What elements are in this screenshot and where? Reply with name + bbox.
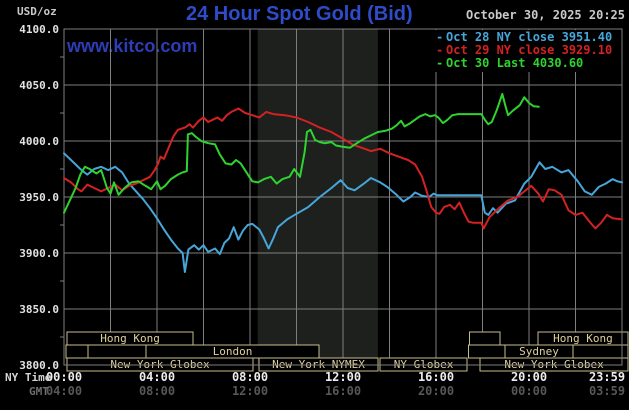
- legend-item-oct28: - Oct 28 NY close 3951.40: [436, 31, 612, 44]
- chart-legend: - Oct 28 NY close 3951.40 - Oct 29 NY clos…: [431, 30, 616, 72]
- session-box: [572, 344, 629, 359]
- x-tick-label-ny: 23:59: [589, 370, 625, 384]
- x-tick-label-ny: 20:00: [511, 370, 547, 384]
- x-tick-label-gmt: 00:00: [511, 384, 547, 398]
- plot-border: [63, 28, 623, 366]
- session-box: [87, 344, 147, 359]
- legend-item-oct30: - Oct 30 Last 4030.60: [436, 57, 612, 70]
- session-label: Hong Kong: [100, 332, 160, 345]
- kitco-watermark-link[interactable]: www.kitco.com: [67, 36, 198, 56]
- x-tick-label-ny: 08:00: [232, 370, 268, 384]
- x-tick-label-gmt: 20:00: [418, 384, 454, 398]
- y-tick-label: 3950.0: [19, 191, 59, 204]
- session-label: London: [213, 345, 253, 358]
- legend-item-oct29: - Oct 29 NY close 3929.10: [436, 44, 612, 57]
- session-label: Sydney: [519, 345, 559, 358]
- y-axis-unit-label: USD/oz: [17, 5, 57, 18]
- session-box: [468, 344, 506, 359]
- session-box: [65, 344, 89, 359]
- y-tick-label: 4000.0: [19, 135, 59, 148]
- series-line-1: [63, 107, 623, 230]
- x-tick-label-gmt: 12:00: [232, 384, 268, 398]
- y-tick-label: 3900.0: [19, 247, 59, 260]
- x-tick-label-ny: 04:00: [139, 370, 175, 384]
- page-title: 24 Hour Spot Gold (Bid): [186, 3, 413, 25]
- legend-marker-oct28: -: [436, 30, 444, 44]
- y-tick-label: 3800.0: [19, 359, 59, 372]
- x-tick-label-gmt: 04:00: [46, 384, 82, 398]
- session-box: [469, 331, 501, 346]
- x-tick-label-ny: 12:00: [325, 370, 361, 384]
- y-tick-label: 4050.0: [19, 79, 59, 92]
- series-line-0: [63, 152, 623, 273]
- legend-marker-oct30: -: [436, 56, 444, 70]
- session-label: Hong Kong: [553, 332, 613, 345]
- legend-label-oct29: Oct 29 NY close 3929.10: [446, 43, 613, 57]
- x-tick-label-gmt: 08:00: [139, 384, 175, 398]
- series-line-2: [63, 93, 540, 214]
- legend-label-oct28: Oct 28 NY close 3951.40: [446, 30, 613, 44]
- legend-label-oct30: Oct 30 Last 4030.60: [446, 56, 584, 70]
- x-tick-label-gmt: 16:00: [325, 384, 361, 398]
- x-tick-label-gmt: 03:59: [589, 384, 625, 398]
- y-tick-label: 3850.0: [19, 303, 59, 316]
- gmt-row-label: GMT: [29, 385, 49, 398]
- x-tick-label-ny: 16:00: [418, 370, 454, 384]
- ny-time-row-label: NY Time: [5, 371, 52, 384]
- y-tick-label: 4100.0: [19, 23, 59, 36]
- legend-marker-oct29: -: [436, 43, 444, 57]
- x-tick-label-ny: 00:00: [46, 370, 82, 384]
- chart-timestamp: October 30, 2025 20:25: [466, 8, 625, 22]
